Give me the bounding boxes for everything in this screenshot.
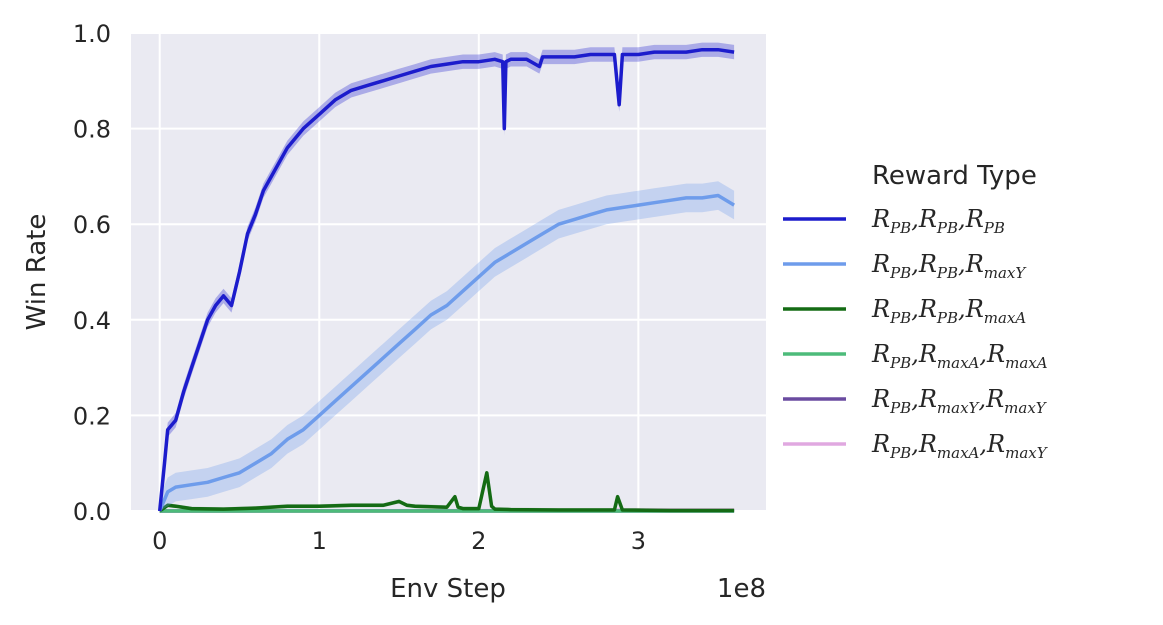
legend-label-1: RPB,RPB,RmaxY (871, 250, 1027, 282)
x-axis: 0 1 2 3 (152, 527, 646, 555)
series-line-0 (157, 47, 735, 512)
series-line-1 (158, 193, 736, 512)
legend-label-4: RPB,RmaxY,RmaxY (871, 385, 1048, 417)
x-tick-label-1: 1 (312, 527, 327, 555)
y-tick-label-4: 0.8 (73, 116, 111, 144)
y-tick-label-3: 0.6 (73, 211, 111, 239)
x-tick-label-3: 3 (631, 527, 646, 555)
x-tick-label-0: 0 (152, 527, 167, 555)
series-layer (157, 42, 736, 513)
series-line-2 (158, 471, 735, 513)
legend-label-2: RPB,RPB,RmaxA (871, 295, 1026, 327)
x-scale-label: 1e8 (717, 574, 766, 604)
legend-label-0: RPB,RPB,RPB (871, 205, 1005, 237)
legend-label-5: RPB,RmaxA,RmaxY (871, 430, 1049, 462)
legend: Reward Type RPB,RPB,RPB RPB,RPB,RmaxY RPB,… (783, 161, 1049, 462)
plot-background (131, 33, 766, 511)
x-tick-label-2: 2 (471, 527, 486, 555)
legend-title: Reward Type (872, 161, 1037, 191)
y-tick-label-5: 1.0 (73, 20, 111, 48)
y-axis-label: Win Rate (22, 214, 52, 331)
y-tick-label-1: 0.2 (73, 402, 111, 430)
legend-label-3: RPB,RmaxA,RmaxA (871, 340, 1048, 372)
y-tick-label-0: 0.0 (73, 498, 111, 526)
x-axis-label: Env Step (390, 574, 506, 604)
y-axis: 0.0 0.2 0.4 0.6 0.8 1.0 (73, 20, 111, 526)
y-tick-label-2: 0.4 (73, 307, 111, 335)
